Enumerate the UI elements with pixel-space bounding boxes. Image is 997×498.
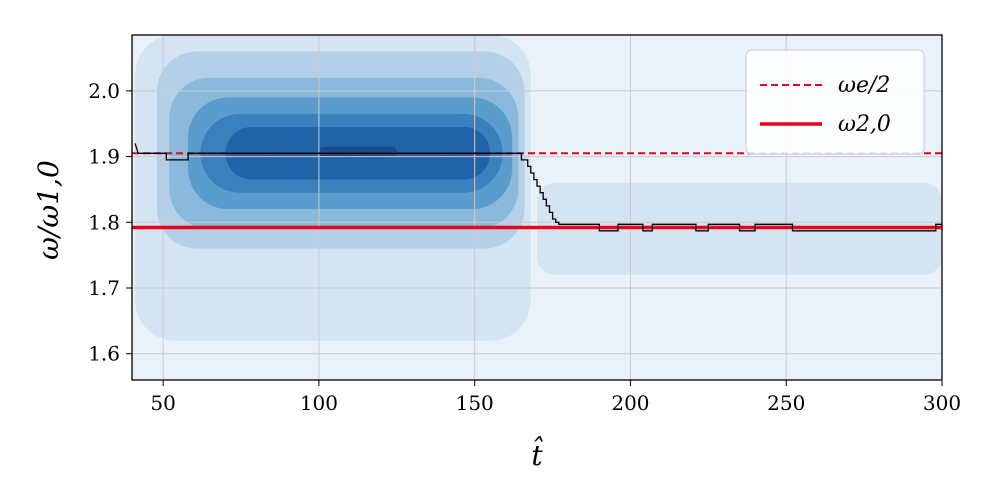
y-tick-label: 1.6 bbox=[88, 342, 120, 366]
step-series-line bbox=[134, 143, 942, 232]
x-tick-label: 150 bbox=[456, 391, 494, 415]
x-tick-label: 250 bbox=[767, 391, 805, 415]
x-tick-label: 50 bbox=[150, 391, 175, 415]
y-tick-label: 1.7 bbox=[88, 276, 120, 300]
y-axis-label: ω/ω1,0 bbox=[32, 160, 65, 260]
density-level-7 bbox=[318, 146, 397, 157]
y-tick-label: 1.8 bbox=[88, 210, 120, 234]
legend-label-omega-20: ω2,0 bbox=[838, 112, 891, 137]
legend-label-omega-e: ωe/2 bbox=[838, 73, 890, 98]
legend-box bbox=[745, 49, 925, 155]
y-tick-label: 2.0 bbox=[88, 79, 120, 103]
x-tick-label: 300 bbox=[923, 391, 961, 415]
x-axis-label: t̂ bbox=[531, 437, 543, 472]
y-tick-label: 1.9 bbox=[88, 145, 120, 169]
y-ticks: 1.6 1.7 1.8 1.9 2.0 bbox=[88, 79, 132, 366]
x-ticks: 50 100 150 200 250 300 bbox=[150, 380, 961, 415]
x-tick-label: 200 bbox=[611, 391, 649, 415]
plot-frame bbox=[131, 34, 943, 381]
x-tick-label: 100 bbox=[300, 391, 338, 415]
legend: ωe/2 ω2,0 bbox=[745, 49, 925, 155]
density-contours bbox=[135, 35, 942, 341]
